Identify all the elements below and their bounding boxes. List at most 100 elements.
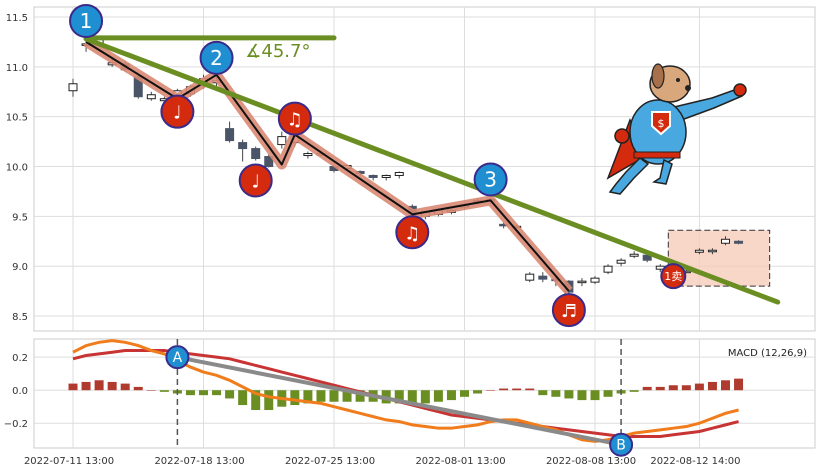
- wave-number-marker: 3: [473, 162, 508, 197]
- wave-number-marker: 1: [69, 3, 104, 38]
- sell-marker: 1卖: [660, 263, 687, 290]
- wave-marker-label: ♫: [404, 223, 420, 244]
- macd-y-tick-label: 0.0: [12, 386, 28, 397]
- price-panel: 8.5 9.0 9.5 10.0 10.5 11.0 11.5 ∡45.7° 1 2 3 ♩ ♩ ♫ ♫…: [6, 3, 816, 332]
- wave-note-circle: [277, 101, 312, 136]
- candle-body: [251, 148, 261, 160]
- wave-note-marker: ♫: [395, 215, 430, 250]
- candle-body: [616, 259, 626, 264]
- macd-hist-bar-positive: [81, 381, 91, 391]
- macd-marker-circle: [165, 345, 190, 370]
- wave-number-circle: [473, 162, 508, 197]
- x-tick-label: 2022-08-12 14:00: [650, 456, 740, 467]
- price-y-tick-label: 10.0: [6, 163, 28, 174]
- wave-marker-label: ♫: [287, 110, 303, 131]
- wave-note-circle: [551, 293, 586, 328]
- macd-hist-bar-positive: [734, 378, 744, 391]
- macd-hist-bar-positive: [642, 386, 652, 391]
- macd-hist-bar-negative: [420, 390, 430, 404]
- macd-y-tick-label: −0.2: [4, 419, 28, 430]
- wave-number-circle: [69, 3, 104, 38]
- wave-note-circle: [160, 94, 195, 129]
- price-y-tick-labels: 8.5 9.0 9.5 10.0 10.5 11.0 11.5: [6, 13, 28, 323]
- x-tick-label: 2022-08-01 13:00: [415, 456, 505, 467]
- descending-trend-line: [83, 36, 781, 305]
- candle-body: [368, 174, 378, 178]
- macd-hist-bar-negative: [238, 390, 248, 406]
- macd-hist-bar-negative: [303, 390, 313, 404]
- macd-hist-bar-positive: [668, 385, 678, 391]
- macd-hist-bar-positive: [68, 383, 78, 391]
- candle-body: [303, 153, 313, 157]
- wave-note-marker: ♩: [238, 163, 273, 198]
- candle-body: [264, 156, 274, 168]
- candle-body: [629, 253, 639, 257]
- macd-marker-label: B: [616, 438, 626, 454]
- candle-body: [642, 254, 652, 261]
- mascot-leg-left: [608, 157, 650, 195]
- candle-body: [694, 249, 704, 253]
- macd-hist-bar-negative: [251, 390, 261, 411]
- macd-panel: −0.20.00.2 AB MACD (12,26,9): [4, 338, 816, 457]
- macd-hist-bar-negative: [473, 390, 483, 394]
- macd-hist-bar-positive: [120, 383, 130, 391]
- macd-marker-label: A: [173, 350, 183, 366]
- macd-hist-bar-positive: [694, 383, 704, 391]
- macd-hist-bar-positive: [681, 385, 691, 391]
- wave-number-circle: [199, 40, 234, 75]
- wave-number-marker: 2: [199, 40, 234, 75]
- mascot-leg-right: [652, 158, 673, 185]
- candle-body: [734, 240, 744, 244]
- mascot-eye: [676, 78, 680, 82]
- macd-hist-bar-negative: [446, 390, 456, 401]
- mascot-shield-emblem: [651, 111, 671, 136]
- macd-hist-bar-negative: [159, 390, 169, 392]
- macd-hist-bar-positive: [94, 380, 104, 391]
- candle-body: [68, 83, 78, 92]
- x-tick-label: 2022-07-11 13:00: [24, 456, 114, 467]
- superhero-dog-illustration: $: [606, 63, 747, 195]
- mascot-glove-left: [614, 128, 630, 144]
- macd-y-tick-labels: −0.2 0.0 0.2: [4, 353, 28, 430]
- candle-body: [707, 249, 717, 253]
- candle-body: [146, 94, 156, 100]
- macd-hist-bar-negative: [199, 390, 208, 396]
- price-y-tick-label: 9.5: [12, 212, 28, 223]
- wave-note-circle: [238, 163, 273, 198]
- macd-hist-bar-negative: [225, 390, 235, 399]
- macd-hist-bar-negative: [460, 390, 469, 397]
- mascot-belt: [633, 151, 681, 159]
- macd-hist-bar-negative: [590, 390, 600, 401]
- wave-note-marker: ♬: [551, 293, 586, 328]
- macd-hist-bar-negative: [433, 390, 443, 402]
- zigzag-wave: [83, 37, 573, 295]
- zigzag-inner-line: [85, 41, 570, 292]
- macd-hist-bar-positive: [721, 380, 730, 391]
- macd-hist-bar-positive: [133, 386, 143, 391]
- price-y-tick-label: 9.0: [12, 262, 28, 273]
- wave-marker-label: 3: [484, 167, 497, 191]
- macd-hist-bar-negative: [629, 390, 639, 392]
- wave-marker-label: 1: [80, 9, 93, 33]
- wave-marker-label: ♩: [173, 103, 182, 124]
- price-y-tick-label: 8.5: [12, 312, 28, 323]
- wave-marker-label: ♩: [251, 171, 260, 192]
- macd-hist-bar-positive: [655, 386, 665, 391]
- macd-hist-bar-positive: [146, 390, 156, 391]
- price-y-tick-label: 11.5: [6, 13, 28, 24]
- macd-hist-bar-positive: [512, 388, 522, 391]
- price-y-tick-label: 10.5: [6, 113, 28, 124]
- candle-body: [590, 277, 600, 283]
- wave-markers: 1 2 3 ♩ ♩ ♫ ♫ ♬: [69, 3, 586, 328]
- macd-hist-bar-positive: [499, 388, 509, 391]
- macd-marker-circle: [609, 432, 634, 457]
- macd-markers: AB: [165, 345, 634, 457]
- macd-hist-bar-negative: [212, 390, 222, 396]
- sell-marker-label: 1卖: [664, 270, 682, 283]
- candle-body: [394, 171, 404, 176]
- wave-marker-label: 2: [210, 46, 223, 70]
- candle-body: [381, 174, 391, 178]
- x-tick-label: 2022-07-18 13:00: [154, 456, 244, 467]
- macd-hist-bar-negative: [316, 390, 326, 402]
